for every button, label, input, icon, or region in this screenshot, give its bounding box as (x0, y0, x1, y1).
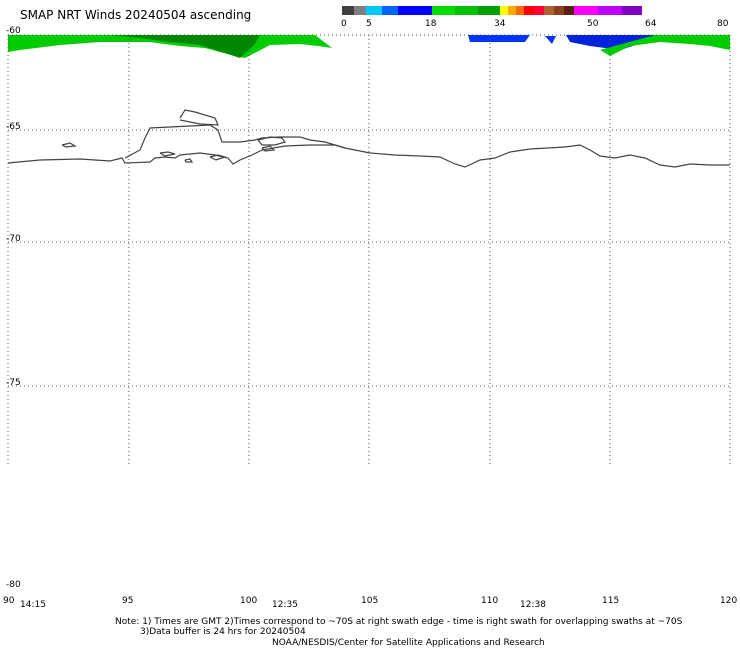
note-line-2: 3)Data buffer is 24 hrs for 20240504 (140, 627, 306, 637)
legend-swatch (574, 6, 598, 15)
legend-swatch (398, 6, 432, 15)
map-grid (7, 34, 731, 464)
legend-swatch (366, 6, 382, 15)
wind-swath-blue-right2 (566, 35, 655, 50)
legend-swatch (524, 6, 534, 15)
wind-speed-color-legend (342, 6, 642, 15)
time-label: 12:35 (272, 600, 298, 610)
legend-swatch (544, 6, 554, 15)
legend-swatch (342, 6, 354, 15)
note-line-3: NOAA/NESDIS/Center for Satellite Applica… (272, 638, 545, 648)
legend-label-64: 64 (645, 19, 657, 29)
legend-swatch (516, 6, 524, 15)
legend-label-18: 18 (425, 19, 437, 29)
lon-label-95: 95 (122, 596, 134, 606)
chart-title: SMAP NRT Winds 20240504 ascending (20, 8, 252, 22)
lat-label--65: -65 (6, 122, 21, 132)
wind-swath-blue-center (545, 36, 556, 44)
legend-swatch (455, 6, 478, 15)
legend-label-50: 50 (587, 19, 599, 29)
lon-label-105: 105 (361, 596, 379, 606)
legend-label-5: 5 (366, 19, 372, 29)
lon-label-100: 100 (240, 596, 258, 606)
legend-label-80: 80 (717, 19, 729, 29)
legend-swatch (554, 6, 564, 15)
lat-label--80: -80 (6, 580, 21, 590)
legend-swatch (622, 6, 642, 15)
lon-label-115: 115 (602, 596, 620, 606)
note-line-1: Note: 1) Times are GMT 2)Times correspon… (115, 617, 683, 627)
time-label: 14:15 (20, 600, 46, 610)
legend-swatch (534, 6, 544, 15)
lon-label-120: 120 (720, 596, 738, 606)
lat-label--75: -75 (6, 378, 21, 388)
legend-swatch (432, 6, 455, 15)
legend-swatch (598, 6, 622, 15)
legend-swatch (500, 6, 508, 15)
legend-swatch (564, 6, 574, 15)
legend-label-0: 0 (341, 19, 347, 29)
legend-swatch (478, 6, 500, 15)
wind-swath-blue-right (468, 35, 530, 42)
legend-swatch (382, 6, 398, 15)
time-label: 12:38 (520, 600, 546, 610)
wind-swath-green-right (600, 35, 730, 56)
lat-label--70: -70 (6, 234, 21, 244)
lon-label-110: 110 (481, 596, 499, 606)
legend-swatch (354, 6, 366, 15)
legend-swatch (508, 6, 516, 15)
lat-label--60: -60 (6, 26, 21, 36)
coastline (7, 109, 730, 168)
lon-label-90: 90 (3, 596, 15, 606)
legend-label-34: 34 (494, 19, 506, 29)
wind-swath-darkgreen-left (110, 35, 260, 58)
